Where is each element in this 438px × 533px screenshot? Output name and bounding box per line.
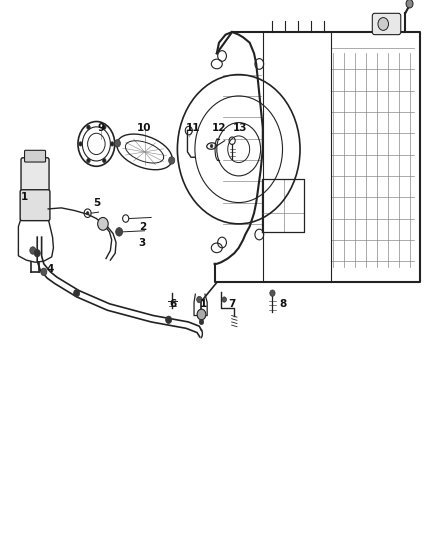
Text: 12: 12 [212, 123, 226, 133]
Circle shape [41, 268, 47, 276]
FancyBboxPatch shape [372, 13, 401, 35]
Text: 7: 7 [229, 299, 236, 309]
Circle shape [87, 158, 90, 163]
Circle shape [98, 217, 108, 230]
Text: 11: 11 [185, 123, 200, 133]
Circle shape [378, 18, 389, 30]
Circle shape [199, 319, 204, 325]
FancyBboxPatch shape [25, 150, 46, 162]
Circle shape [30, 247, 36, 254]
Text: 5: 5 [93, 198, 100, 207]
Circle shape [406, 0, 413, 8]
Text: 9: 9 [97, 123, 104, 133]
Text: 2: 2 [139, 222, 146, 231]
Circle shape [86, 212, 89, 215]
Text: 3: 3 [139, 238, 146, 247]
Circle shape [197, 296, 202, 303]
FancyBboxPatch shape [20, 190, 50, 221]
Circle shape [102, 158, 106, 163]
Circle shape [102, 125, 106, 130]
Circle shape [166, 316, 172, 324]
Text: 13: 13 [233, 123, 247, 133]
Text: 6: 6 [170, 299, 177, 309]
Circle shape [87, 125, 90, 130]
Circle shape [114, 140, 120, 147]
Circle shape [169, 157, 175, 164]
Circle shape [197, 309, 206, 320]
Circle shape [34, 249, 40, 257]
Circle shape [222, 297, 226, 302]
Text: 1: 1 [21, 192, 28, 202]
FancyBboxPatch shape [21, 158, 49, 197]
Circle shape [116, 228, 123, 236]
Text: 1: 1 [200, 299, 207, 309]
Text: 4: 4 [47, 264, 54, 274]
Circle shape [110, 142, 114, 146]
Circle shape [79, 142, 82, 146]
Circle shape [101, 222, 105, 226]
Circle shape [74, 289, 80, 297]
Circle shape [210, 144, 213, 148]
Text: 10: 10 [137, 123, 152, 133]
Circle shape [270, 290, 275, 296]
Text: 8: 8 [279, 299, 286, 309]
